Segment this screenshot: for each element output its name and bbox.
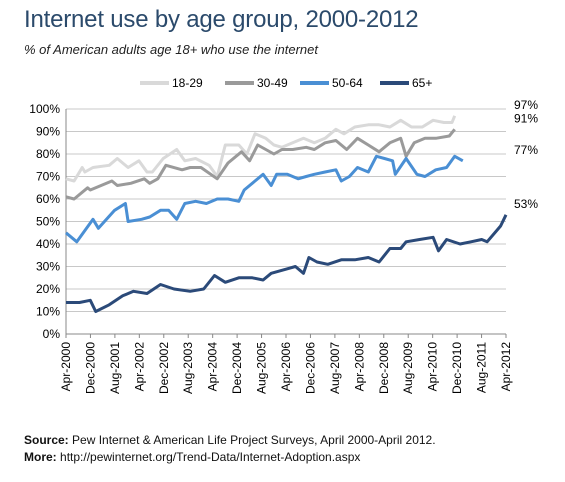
y-tick-label: 0% bbox=[43, 327, 61, 341]
series-line-50-64 bbox=[65, 154, 464, 244]
x-tick-label: Apr-2012 bbox=[499, 342, 513, 392]
x-tick-label: Aug-2005 bbox=[255, 342, 269, 394]
x-tick-label: Apr-2010 bbox=[426, 342, 440, 392]
end-label-30-49: 91% bbox=[514, 111, 538, 125]
series-lines bbox=[65, 115, 508, 313]
source-label: Source: bbox=[24, 433, 69, 447]
x-tick-label: Apr-2000 bbox=[59, 342, 73, 392]
y-tick-label: 100% bbox=[29, 102, 60, 116]
y-tick-label: 10% bbox=[36, 305, 60, 319]
y-tick-label: 90% bbox=[36, 125, 60, 139]
x-tick-label: Apr-2008 bbox=[352, 342, 366, 392]
more-label: More: bbox=[24, 450, 57, 464]
legend-label-18-29: 18-29 bbox=[172, 76, 203, 90]
source-note: Source: Pew Internet & American Life Pro… bbox=[24, 432, 436, 466]
x-tick-label: Dec-2000 bbox=[83, 342, 97, 394]
x-tick-label: Aug-2011 bbox=[475, 342, 489, 393]
x-tick-label: Dec-2008 bbox=[377, 342, 391, 394]
more-link[interactable]: http://pewinternet.org/Trend-Data/Intern… bbox=[60, 450, 361, 464]
y-tick-label: 60% bbox=[36, 192, 60, 206]
y-tick-label: 40% bbox=[36, 237, 60, 251]
legend: 18-29 30-49 50-64 65+ bbox=[140, 76, 432, 90]
end-labels: 97%91% 77% 53% bbox=[514, 98, 538, 211]
y-tick-label: 70% bbox=[36, 170, 60, 184]
x-tick-label: Aug-2009 bbox=[401, 342, 415, 394]
chart-subtitle: % of American adults age 18+ who use the… bbox=[24, 42, 319, 57]
x-tick-label: Apr-2006 bbox=[279, 342, 293, 392]
x-tick-label: Aug-2007 bbox=[328, 342, 342, 394]
y-tick-label: 50% bbox=[36, 215, 60, 229]
series-line-65+ bbox=[66, 214, 508, 313]
x-tick-label: Dec-2002 bbox=[157, 342, 171, 394]
series-line-18-29 bbox=[65, 115, 457, 183]
legend-label-65+: 65+ bbox=[412, 76, 432, 90]
x-tick-label: Aug-2003 bbox=[181, 342, 195, 394]
x-tick-label: Apr-2004 bbox=[206, 342, 220, 392]
chart-title: Internet use by age group, 2000-2012 bbox=[24, 6, 419, 33]
x-axis: Apr-2000 Dec-2000 Aug-2001 Apr-2002 Dec-2002… bbox=[59, 334, 513, 394]
x-tick-label: Aug-2001 bbox=[108, 342, 122, 394]
end-label-18-29: 97% bbox=[514, 98, 538, 112]
source-text: Pew Internet & American Life Project Sur… bbox=[72, 433, 436, 447]
legend-label-30-49: 30-49 bbox=[257, 76, 288, 90]
series-line-30-49 bbox=[65, 128, 456, 201]
y-tick-label: 20% bbox=[36, 282, 60, 296]
y-tick-label: 80% bbox=[36, 147, 60, 161]
x-tick-label: Dec-2010 bbox=[450, 342, 464, 394]
x-tick-label: Dec-2006 bbox=[303, 342, 317, 394]
gridlines bbox=[65, 108, 506, 335]
x-tick-label: Dec-2004 bbox=[230, 342, 244, 394]
y-tick-label: 30% bbox=[36, 260, 60, 274]
x-tick-label: Apr-2002 bbox=[132, 342, 146, 392]
end-label-65+: 53% bbox=[514, 197, 538, 211]
end-label-50-64: 77% bbox=[514, 143, 538, 157]
y-axis: 0% 10% 20% 30% 40% 50% 60% 70% 80% 90% 100% bbox=[29, 102, 60, 341]
legend-label-50-64: 50-64 bbox=[332, 76, 363, 90]
